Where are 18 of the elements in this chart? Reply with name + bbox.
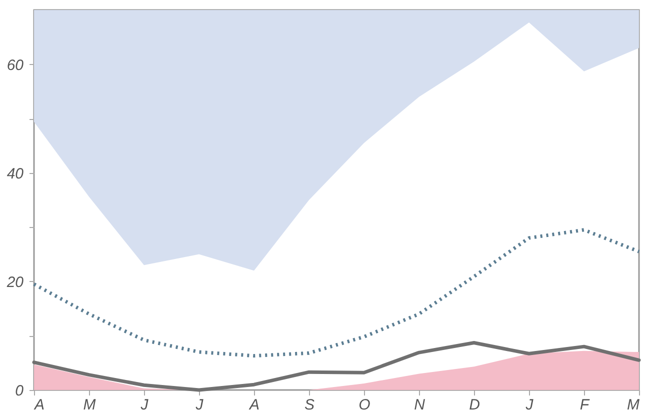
line-series — [32, 341, 641, 392]
x-tick-label: M — [83, 396, 96, 414]
x-tick-label: A — [34, 396, 45, 414]
y-tick-label: 60 — [6, 56, 24, 74]
x-tick-label: S — [304, 396, 315, 414]
x-tick-label: A — [248, 396, 260, 414]
x-tick-label: J — [140, 396, 149, 414]
x-tick-label: O — [358, 396, 371, 414]
x-tick-label: N — [414, 396, 426, 414]
line-series — [32, 228, 641, 358]
x-tick-label: M — [627, 396, 640, 414]
x-tick-label: J — [194, 396, 204, 414]
y-tick-label: 20 — [6, 274, 24, 291]
y-tick-label: 0 — [15, 382, 24, 400]
y-tick-label: 40 — [6, 165, 24, 182]
x-tick-label: F — [580, 396, 590, 414]
x-tick-label: D — [469, 396, 480, 414]
x-tick-label: J — [524, 396, 534, 414]
